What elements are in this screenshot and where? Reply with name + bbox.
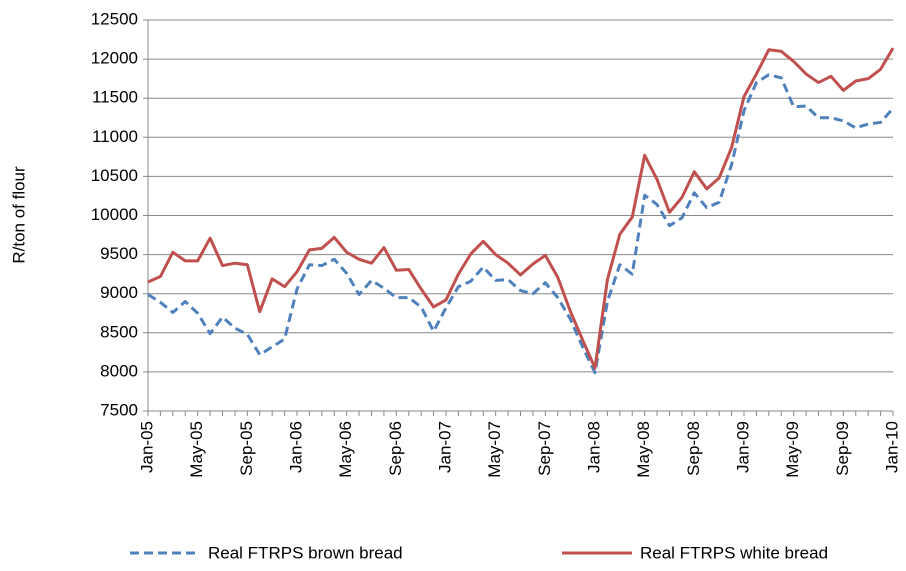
x-tick-label: Sep-09 [833,421,852,476]
x-tick-label: May-09 [783,421,802,478]
x-tick-label: Sep-07 [535,421,554,476]
x-tick-label: Jan-05 [137,421,156,473]
legend-label: Real FTRPS white bread [640,543,828,562]
legend-label: Real FTRPS brown bread [208,543,403,562]
x-tick-label: Jan-07 [435,421,454,473]
x-tick-label: May-06 [336,421,355,478]
x-tick-label: Sep-05 [237,421,256,476]
x-tick-label: Jan-09 [733,421,752,473]
y-tick-label: 8000 [100,361,138,380]
y-tick-label: 12000 [91,49,138,68]
y-tick-label: 11500 [92,88,138,107]
y-axis-label: R/ton of flour [9,166,28,264]
x-tick-label: May-05 [187,421,206,478]
y-tick-label: 7500 [100,400,138,419]
y-tick-label: 8500 [100,322,138,341]
x-tick-label: Sep-08 [684,421,703,476]
y-tick-label: 11000 [92,127,138,146]
y-tick-label: 12500 [91,9,138,28]
y-tick-label: 9000 [100,283,138,302]
x-tick-label: Sep-06 [386,421,405,476]
y-tick-label: 9500 [100,244,138,263]
x-tick-label: Jan-06 [286,421,305,473]
x-tick-label: Jan-08 [584,421,603,473]
series-line [147,47,895,370]
y-tick-label: 10500 [91,166,138,185]
series-line [147,73,895,375]
y-tick-label: 10000 [91,205,138,224]
x-tick-label: May-07 [485,421,504,478]
x-tick-label: Jan-10 [882,421,901,473]
x-tick-label: May-08 [634,421,653,478]
